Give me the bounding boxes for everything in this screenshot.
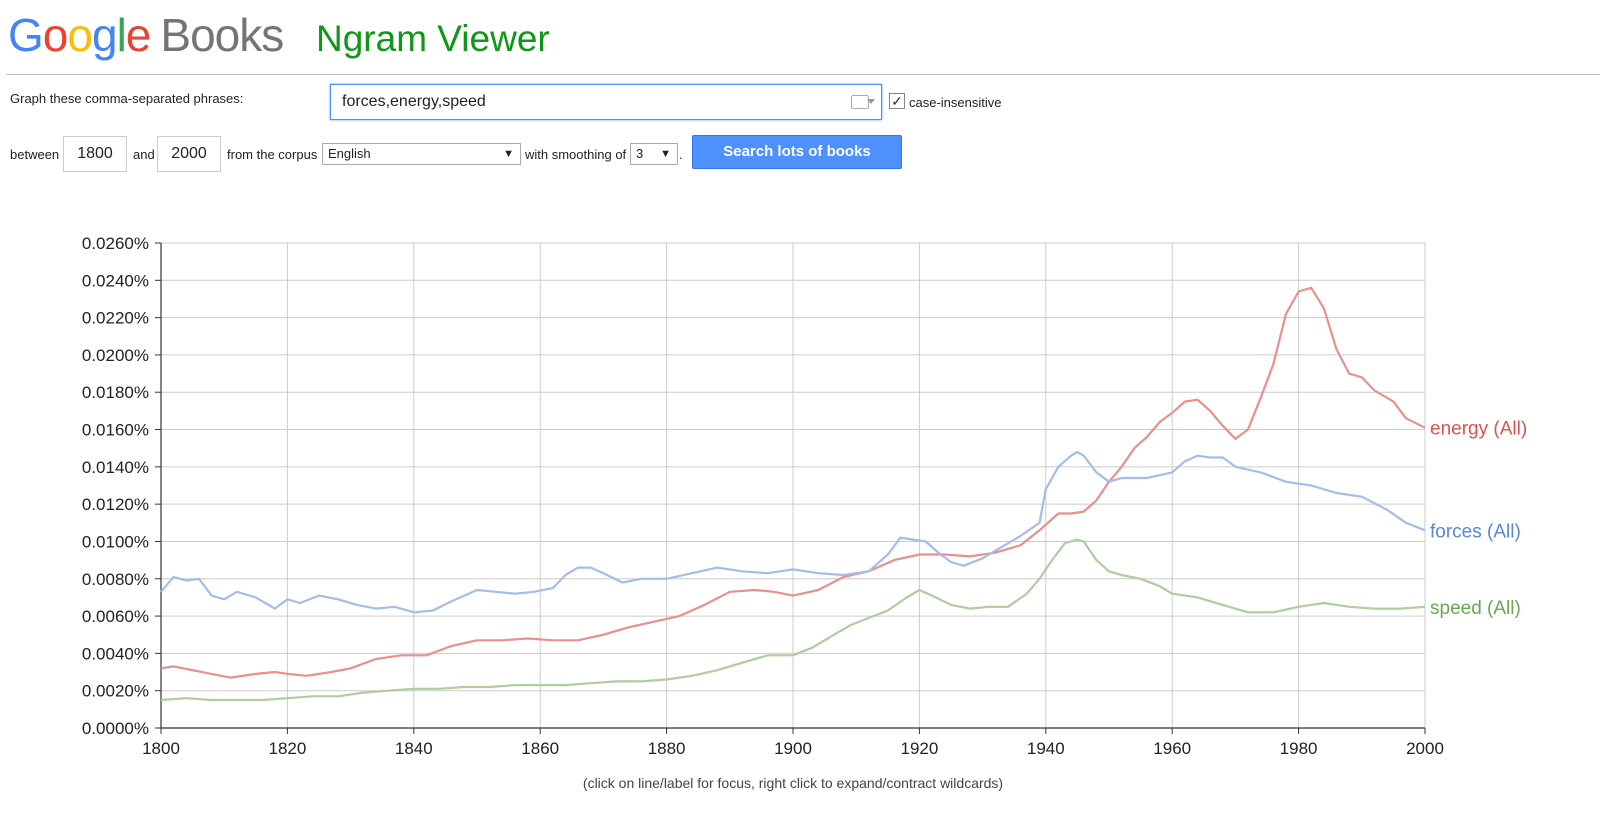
y-tick-label: 0.0260%: [82, 234, 149, 253]
search-button[interactable]: Search lots of books: [692, 135, 902, 169]
x-tick-label: 2000: [1406, 739, 1444, 758]
chart-caption: (click on line/label for focus, right cl…: [582, 775, 1004, 791]
logo-books-text: Books: [160, 9, 284, 61]
header-divider: [6, 74, 1600, 75]
smoothing-label: with smoothing of: [525, 147, 627, 162]
series-labels[interactable]: energy (All) forces (All) speed (All): [1430, 419, 1527, 619]
x-tick-label: 1840: [395, 739, 433, 758]
keyboard-icon[interactable]: [851, 95, 875, 109]
chevron-down-icon: ▼: [503, 148, 514, 160]
phrases-input-box[interactable]: [330, 84, 882, 120]
x-axis-ticks: 1800 1820 1840 1860 1880 1900 1920 1940 1960 1980…: [142, 728, 1444, 758]
x-tick-label: 1880: [648, 739, 686, 758]
y-tick-label: 0.0000%: [82, 719, 149, 738]
chevron-down-icon: ▼: [660, 148, 671, 160]
period-text: .: [679, 147, 683, 162]
y-tick-label: 0.0180%: [82, 383, 149, 402]
y-tick-label: 0.0200%: [82, 346, 149, 365]
y-tick-label: 0.0220%: [82, 309, 149, 328]
smoothing-select[interactable]: 3 ▼: [630, 143, 678, 165]
between-label: between: [10, 147, 60, 162]
x-tick-label: 1960: [1153, 739, 1191, 758]
y-tick-label: 0.0040%: [82, 644, 149, 663]
product-title: Ngram Viewer: [316, 18, 550, 59]
x-tick-label: 1980: [1280, 739, 1318, 758]
series-label-speed[interactable]: speed (All): [1430, 598, 1521, 619]
y-tick-label: 0.0020%: [82, 682, 149, 701]
y-tick-label: 0.0100%: [82, 532, 149, 551]
phrases-label: Graph these comma-separated phrases:: [10, 91, 244, 106]
y-tick-label: 0.0240%: [82, 271, 149, 290]
series-label-forces[interactable]: forces (All): [1430, 521, 1521, 542]
y-tick-label: 0.0160%: [82, 421, 149, 440]
google-books-logo[interactable]: Google Books: [8, 9, 284, 61]
x-tick-label: 1860: [521, 739, 559, 758]
y-tick-label: 0.0120%: [82, 495, 149, 514]
corpus-label: from the corpus: [227, 147, 318, 162]
smoothing-select-value: 3: [636, 146, 644, 161]
ngram-chart[interactable]: 0.0000% 0.0020% 0.0040% 0.0060% 0.0080% 0.010…: [0, 220, 1600, 780]
end-year-input[interactable]: 2000: [157, 136, 221, 172]
y-tick-label: 0.0080%: [82, 570, 149, 589]
x-tick-label: 1920: [900, 739, 938, 758]
and-label: and: [133, 147, 155, 162]
case-insensitive-label: case-insensitive: [909, 95, 1002, 110]
x-tick-label: 1940: [1027, 739, 1065, 758]
chart-grid: [160, 242, 1426, 729]
series-line-energy[interactable]: [160, 286, 1426, 679]
x-tick-label: 1900: [774, 739, 812, 758]
y-axis-ticks: 0.0000% 0.0020% 0.0040% 0.0060% 0.0080% 0.010…: [82, 234, 161, 738]
corpus-select[interactable]: English ▼: [322, 143, 521, 165]
header: Google Books Ngram Viewer: [0, 0, 1600, 76]
series-label-energy[interactable]: energy (All): [1430, 419, 1527, 440]
y-tick-label: 0.0060%: [82, 607, 149, 626]
start-year-input[interactable]: 1800: [63, 136, 127, 172]
corpus-select-value: English: [328, 146, 371, 161]
chart-series[interactable]: [160, 286, 1426, 702]
phrases-input[interactable]: [340, 92, 834, 112]
series-line-forces[interactable]: [160, 450, 1426, 614]
x-tick-label: 1820: [268, 739, 306, 758]
y-tick-label: 0.0140%: [82, 458, 149, 477]
x-tick-label: 1800: [142, 739, 180, 758]
case-insensitive-checkbox[interactable]: ✓: [889, 93, 905, 109]
series-line-speed[interactable]: [160, 538, 1426, 702]
